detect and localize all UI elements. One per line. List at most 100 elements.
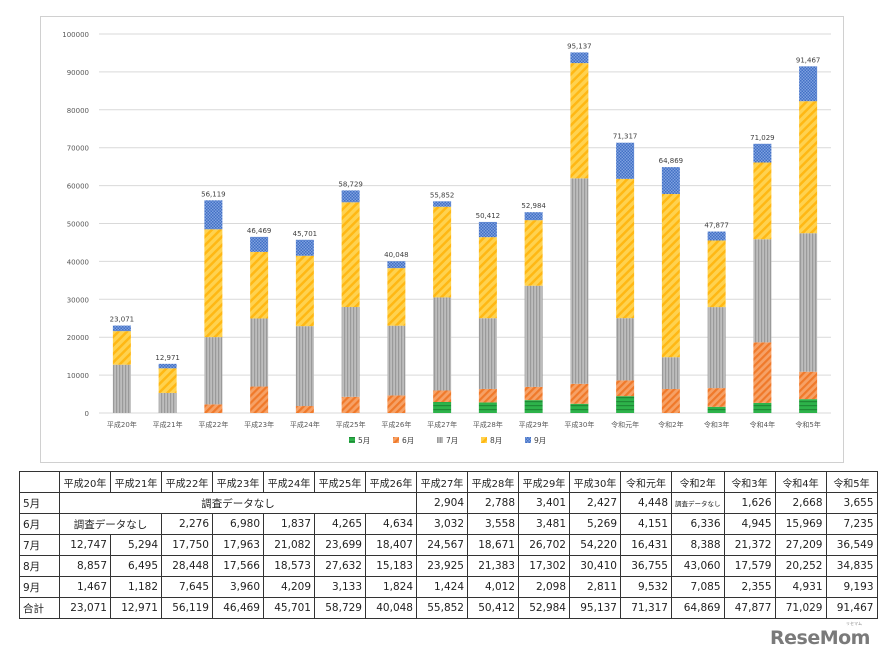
y-tick-label: 80000 [67,107,89,115]
table-row: 5月 調査データなし 2,904 2,788 3,401 2,427 4,448 調査データな… [19,492,878,514]
bar-segment-6月 [295,406,314,413]
bar-segment-5月 [707,406,726,413]
total-data-label: 64,869 [659,157,684,165]
table-cell: 16,431 [620,534,672,556]
bar-segment-9月 [570,52,589,64]
y-tick-label: 0 [85,410,89,418]
column-header: 令和5年 [825,471,878,493]
total-data-label: 56,119 [201,190,226,198]
column-header: 平成25年 [314,471,366,493]
y-tick-label: 10000 [67,372,89,380]
table-cell: 34,835 [825,555,878,577]
total-data-label: 95,137 [567,42,592,50]
y-tick-label: 40000 [67,258,89,266]
bar-segment-7月 [250,318,269,387]
table-cell: 28,448 [161,555,213,577]
table-cell: 15,183 [365,555,417,577]
y-tick-label: 20000 [67,334,89,342]
table-cell: 3,401 [518,492,570,514]
table-cell: 4,151 [620,513,672,535]
column-header: 平成20年 [59,471,111,493]
bar-segment-9月 [524,212,543,221]
table-cell: 2,355 [723,576,776,598]
row-header: 7月 [19,534,60,556]
x-tick-label: 平成30年 [564,420,594,429]
table-cell: 4,209 [263,576,315,598]
bar-segment-5月 [524,400,543,413]
no-data-cell: 調査データなし [671,492,725,514]
table-cell: 71,317 [620,597,672,619]
bar-segment-9月 [204,200,223,230]
bar-segment-9月 [661,167,680,194]
column-header: 平成22年 [161,471,213,493]
bar-segment-7月 [661,357,680,389]
table-cell: 46,469 [212,597,264,619]
table-cell: 3,481 [518,513,570,535]
table-cell: 18,573 [263,555,315,577]
table-cell: 54,220 [569,534,621,556]
total-data-label: 47,877 [704,222,729,230]
x-axis-ticks: 平成20年 平成21年 平成22年 平成23年 平成24年 平成25年 平成26年 平成27年… [107,420,821,429]
bar-segment-8月 [204,229,223,338]
bar-segment-9月 [616,142,635,179]
legend-label: 5月 [358,436,370,445]
bar-segment-8月 [570,63,589,179]
bar-segment-6月 [753,342,772,403]
table-cell: 2,788 [467,492,519,514]
table-cell: 15,969 [774,513,827,535]
bars [112,52,818,413]
bar-segment-8月 [799,101,818,234]
bar-segment-5月 [753,402,772,413]
y-tick-label: 60000 [67,183,89,191]
table-cell: 2,427 [569,492,621,514]
table-cell: 7,645 [161,576,213,598]
table-cell: 4,931 [774,576,827,598]
table-cell: 18,407 [365,534,417,556]
column-header: 平成21年 [110,471,162,493]
table-cell: 9,193 [825,576,878,598]
column-header: 令和2年 [671,471,725,493]
bar-segment-7月 [524,285,543,387]
table-cell: 50,412 [467,597,519,619]
total-data-label: 71,317 [613,133,638,141]
table-cell: 3,558 [467,513,519,535]
bar-segment-6月 [616,380,635,397]
table-cell: 4,634 [365,513,417,535]
bar-segment-8月 [341,202,360,308]
row-header: 9月 [19,576,60,598]
bar-segment-9月 [433,201,452,207]
table-cell: 1,837 [263,513,315,535]
y-tick-label: 100000 [62,31,89,39]
column-header: 平成23年 [212,471,264,493]
table-cell: 27,632 [314,555,366,577]
bar-segment-6月 [570,383,589,404]
table-cell: 45,701 [263,597,315,619]
x-tick-label: 平成25年 [336,420,366,429]
bar-segment-8月 [616,178,635,319]
bar-segment-8月 [433,206,452,298]
table-cell: 5,269 [569,513,621,535]
table-cell: 6,336 [671,513,725,535]
bar-segment-9月 [158,363,177,369]
legend-label: 6月 [402,436,414,445]
bar-segment-9月 [753,143,772,163]
legend: 5月 6月 7月 8月 9月 [349,436,546,445]
x-tick-label: 平成24年 [290,420,320,429]
legend-swatch [437,437,443,443]
legend-label: 7月 [446,436,458,445]
table-row: 8月 8,857 6,495 28,448 17,566 18,573 27,632 15,1… [19,555,878,577]
table-cell: 1,626 [723,492,776,514]
legend-swatch [393,437,399,443]
table-cell: 91,467 [825,597,878,619]
x-tick-label: 令和2年 [658,420,683,429]
bar-segment-8月 [112,331,131,365]
table-cell: 23,925 [416,555,468,577]
x-tick-label: 令和4年 [750,420,775,429]
table-cell: 58,729 [314,597,366,619]
table-cell: 55,852 [416,597,468,619]
bar-segment-9月 [295,239,314,256]
table-cell: 40,048 [365,597,417,619]
total-data-label: 50,412 [476,212,501,220]
table-row: 9月 1,467 1,182 7,645 3,960 4,209 3,133 1,824 1,4… [19,576,878,598]
table-cell: 21,383 [467,555,519,577]
